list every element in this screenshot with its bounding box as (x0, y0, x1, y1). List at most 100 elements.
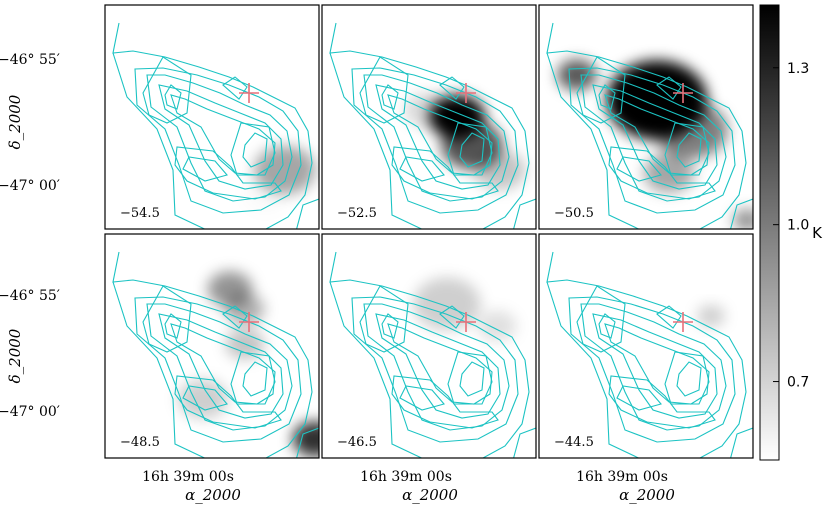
contour-line (351, 67, 519, 214)
contour-line (439, 76, 465, 100)
contour-line (329, 251, 530, 458)
contour-layer (546, 22, 753, 229)
velocity-label: −46.5 (337, 435, 377, 450)
panel-frame (104, 4, 320, 230)
contour-line (391, 375, 499, 429)
contour-line (359, 56, 409, 124)
colorbar-label: K (812, 224, 823, 242)
contour-line (164, 313, 182, 339)
contour-line (242, 361, 268, 397)
contour-layer (329, 22, 536, 229)
panel-content (322, 234, 536, 458)
y-tick-lower-row-2: −47° 00′ (0, 404, 60, 420)
contour-line (576, 285, 626, 353)
contour-line (375, 84, 501, 190)
panel-content (539, 234, 753, 458)
x-axis-label-col-3: α_2000 (619, 486, 675, 504)
panel-frame (104, 233, 320, 459)
panel-frame (538, 4, 754, 230)
y-tick-upper-row-1: −46° 55′ (0, 52, 60, 68)
source-cross-marker (456, 83, 476, 103)
x-tick-col-1: 16h 39m 00s (142, 469, 234, 485)
contour-line (576, 56, 626, 124)
channel-panel-2: −52.5 (321, 4, 537, 230)
contour-line (222, 305, 248, 329)
contour-line (296, 198, 319, 229)
source-cross-marker (673, 83, 693, 103)
panel-background (322, 234, 536, 458)
channel-panel-5: −46.5 (321, 233, 537, 459)
contour-line (676, 132, 702, 168)
contour-line (381, 84, 399, 110)
contour-line (158, 84, 284, 190)
colorbar-tick-label: 0.7 (787, 375, 809, 391)
contour-line (592, 313, 718, 419)
contour-line (142, 56, 192, 124)
contour-line (616, 156, 662, 182)
contour-line (513, 198, 536, 229)
source-cross-marker (239, 312, 259, 332)
velocity-label: −52.5 (337, 206, 377, 221)
contour-line (363, 74, 510, 202)
panel-background (539, 234, 753, 458)
contour-layer (112, 251, 319, 458)
contour-line (146, 74, 293, 202)
contour-line (351, 296, 519, 443)
contour-line (604, 323, 710, 405)
contour-line (616, 385, 662, 411)
contour-line (164, 84, 182, 110)
emission-layer (697, 305, 725, 327)
contour-line (363, 303, 510, 431)
contour-line (399, 156, 445, 182)
source-cross-marker (673, 312, 693, 332)
x-axis-label-col-2: α_2000 (402, 486, 458, 504)
panel-grid: −54.5 −52.5 −50.5 −48.5 −46.5 −44.5 (104, 4, 754, 459)
channel-panel-6: −44.5 (538, 233, 754, 459)
contour-line (568, 67, 736, 214)
contour-line (142, 285, 192, 353)
contour-line (242, 132, 268, 168)
contour-line (146, 303, 293, 431)
contour-line (730, 198, 753, 229)
contour-layer (546, 251, 753, 458)
emission-blob (557, 59, 597, 91)
contour-line (676, 361, 702, 397)
panel-background (105, 234, 319, 458)
contour-line (329, 22, 530, 229)
axis-labels: −46° 55′ −47° 00′ −46° 55′ −47° 00′ δ_20… (0, 52, 675, 504)
contour-line (112, 22, 313, 229)
colorbar: K 0.7 1.0 1.3 (759, 4, 823, 461)
contour-line (546, 22, 747, 229)
panel-frame (538, 233, 754, 459)
contour-line (174, 375, 282, 429)
contour-line (656, 76, 682, 100)
emission-blob (477, 310, 517, 342)
contour-line (598, 313, 616, 339)
contour-line (459, 132, 485, 168)
x-tick-col-2: 16h 39m 00s (360, 469, 452, 485)
contour-line (182, 385, 228, 411)
contour-line (182, 156, 228, 182)
y-tick-upper-row-2: −47° 00′ (0, 178, 60, 194)
contour-line (513, 427, 536, 458)
emission-layer (557, 59, 753, 229)
contour-line (375, 313, 501, 419)
emission-blob (697, 305, 725, 327)
contour-line (730, 427, 753, 458)
contour-line (608, 146, 716, 200)
contour-line (387, 94, 493, 176)
panel-frame (321, 4, 537, 230)
contour-line (598, 84, 616, 110)
y-tick-lower-row-1: −46° 55′ (0, 288, 60, 304)
panel-content (322, 5, 536, 229)
contour-line (174, 146, 282, 200)
contour-line (580, 303, 727, 431)
panel-content (539, 5, 753, 229)
contour-line (568, 296, 736, 443)
velocity-label: −44.5 (554, 435, 594, 450)
channel-panel-1: −54.5 (104, 4, 320, 230)
contour-line (439, 305, 465, 329)
panel-frame (321, 233, 537, 459)
velocity-label: −50.5 (554, 206, 594, 221)
